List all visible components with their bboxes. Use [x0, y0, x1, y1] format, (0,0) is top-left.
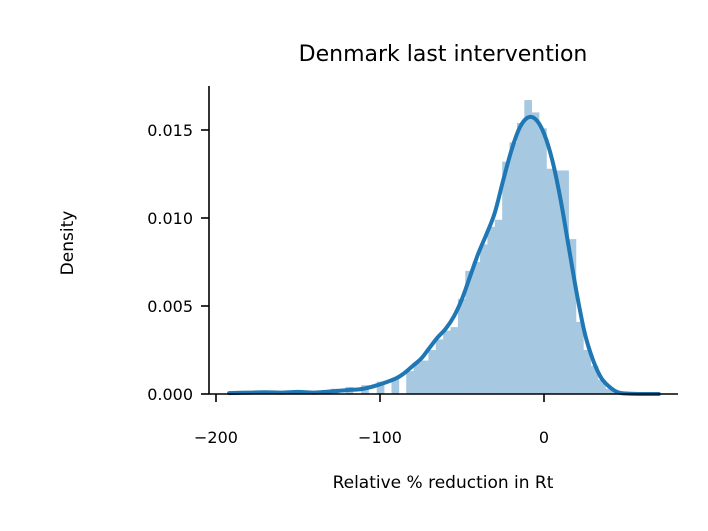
- y-axis-ticks: 0.000 0.005 0.010 0.015: [147, 121, 209, 404]
- histogram-bar: [435, 339, 444, 394]
- histogram-bar: [406, 371, 414, 394]
- histogram-bar: [502, 161, 510, 394]
- histogram-bar: [457, 298, 466, 394]
- histogram-bar: [539, 128, 547, 395]
- histogram-bar: [583, 350, 592, 394]
- histogram-bar: [516, 122, 525, 395]
- histogram-bar: [487, 226, 496, 394]
- x-axis-label: Relative % reduction in Rt: [333, 473, 554, 493]
- histogram-bar: [561, 170, 569, 394]
- histogram-bar: [421, 360, 429, 394]
- kde-curve: [227, 114, 661, 397]
- histogram-bar: [450, 327, 459, 394]
- histogram-bar: [568, 239, 577, 394]
- histogram-bar: [509, 142, 518, 394]
- histogram-bar: [524, 100, 532, 394]
- x-tick-label: −200: [194, 428, 238, 447]
- y-tick-label: 0.015: [147, 121, 193, 140]
- y-tick-label: 0.005: [147, 297, 193, 316]
- chart-title: Denmark last intervention: [299, 42, 588, 67]
- histogram-bar: [472, 262, 481, 394]
- x-axis-ticks: −200 −100 0: [194, 394, 549, 447]
- histogram-bar: [494, 219, 503, 394]
- histogram-bar: [391, 378, 400, 394]
- histogram-bar: [480, 244, 488, 394]
- histogram-bar: [605, 388, 614, 394]
- histogram-bar: [598, 379, 606, 394]
- histogram-bar: [575, 321, 584, 394]
- histogram-bar: [413, 362, 422, 394]
- x-tick-label: −100: [358, 428, 402, 447]
- histogram-bar: [546, 168, 555, 394]
- histogram-bar: [428, 350, 437, 394]
- histogram-bars: [314, 100, 621, 395]
- histogram-bar: [465, 270, 473, 394]
- histogram-bar: [376, 381, 385, 394]
- histogram-bar: [443, 330, 451, 394]
- y-axis-label: Density: [58, 211, 78, 276]
- histogram-bar: [553, 170, 562, 394]
- y-tick-label: 0.000: [147, 385, 193, 404]
- histogram-bar: [531, 112, 540, 395]
- x-tick-label: 0: [539, 428, 549, 447]
- y-tick-label: 0.010: [147, 209, 193, 228]
- histogram-bar: [590, 365, 599, 394]
